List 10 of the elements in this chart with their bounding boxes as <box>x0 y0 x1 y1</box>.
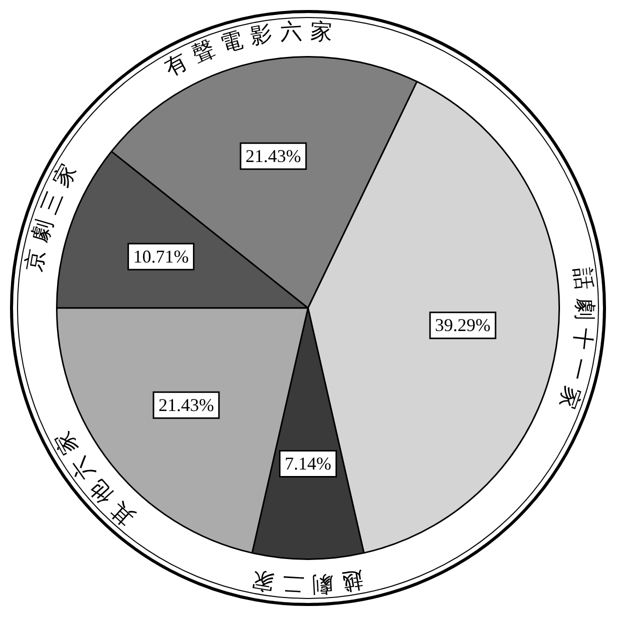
slice-label: 有聲電影六家 <box>160 19 333 82</box>
data-label: 10.71% <box>133 246 189 266</box>
slice-label: 越劇二家 <box>250 566 366 597</box>
data-label: 7.14% <box>284 454 332 474</box>
slice-label: 其他六家 <box>50 426 140 530</box>
data-label: 39.29% <box>435 315 491 336</box>
slice-label: 話劇十一家 <box>554 266 597 412</box>
data-label: 21.43% <box>158 394 214 415</box>
slice-label: 京劇三家 <box>22 160 82 274</box>
data-label: 21.43% <box>246 146 302 166</box>
